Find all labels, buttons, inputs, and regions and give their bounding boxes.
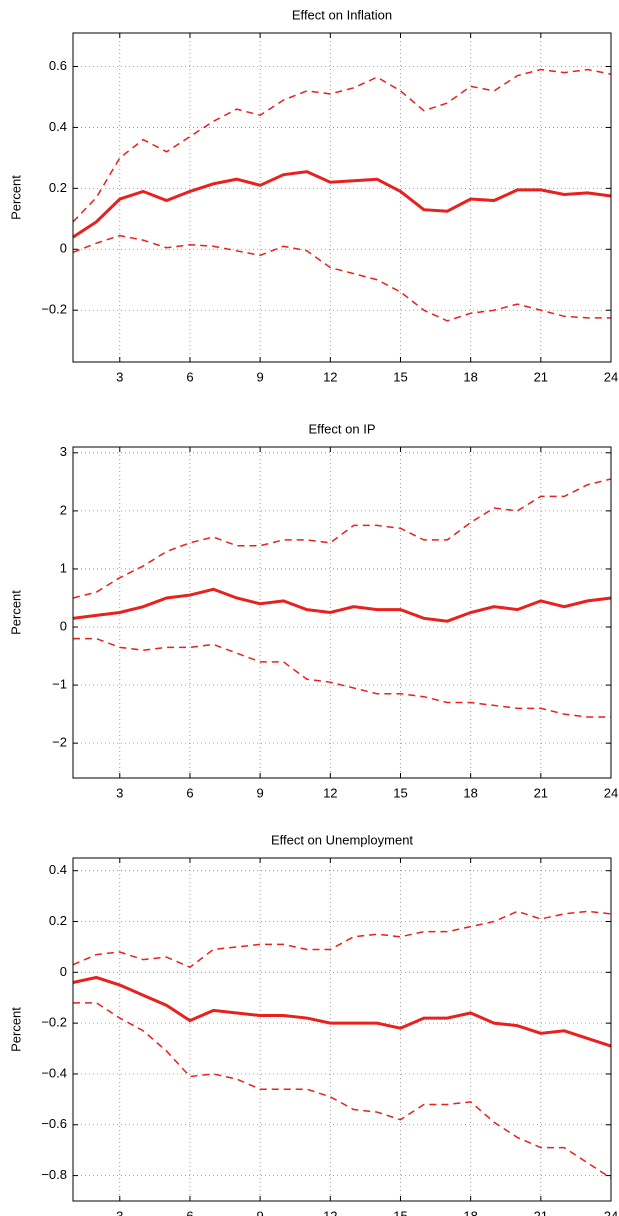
- y-tick-label: −0.2: [41, 302, 67, 317]
- plot-area: [73, 447, 611, 778]
- x-tick-label: 3: [116, 369, 123, 384]
- y-tick-label: 0.2: [49, 913, 67, 928]
- x-tick-label: 6: [186, 785, 193, 800]
- chart-title: Effect on IP: [309, 421, 376, 436]
- band-line: [72, 68, 612, 223]
- band-line: [72, 478, 612, 599]
- y-tick-label: −1: [52, 677, 67, 692]
- y-tick-label: 0.4: [49, 862, 67, 877]
- y-tick-label: −0.2: [41, 1015, 67, 1030]
- x-tick-label: 18: [463, 1208, 477, 1216]
- y-tick-label: 3: [60, 444, 67, 459]
- y-tick-label: 1: [60, 560, 67, 575]
- y-tick-label: −0.6: [41, 1116, 67, 1131]
- y-tick-label: −0.4: [41, 1065, 67, 1080]
- x-tick-label: 18: [463, 369, 477, 384]
- y-axis-label: Percent: [8, 175, 23, 220]
- x-tick-label: 15: [393, 369, 407, 384]
- plot-frame: [72, 446, 612, 779]
- x-tick-label: 12: [323, 369, 337, 384]
- estimate-line: [72, 170, 612, 239]
- chart-title: Effect on Inflation: [292, 7, 392, 22]
- y-tick-label: −2: [52, 735, 67, 750]
- y-tick-label: 0: [60, 241, 67, 256]
- x-tick-label: 15: [393, 1208, 407, 1216]
- x-tick-label: 24: [604, 1208, 618, 1216]
- y-axis-label: Percent: [8, 590, 23, 635]
- estimate-line: [72, 975, 612, 1048]
- y-tick-label: 0: [60, 964, 67, 979]
- band-line: [72, 910, 612, 969]
- x-tick-label: 9: [257, 1208, 264, 1216]
- x-tick-label: 21: [534, 369, 548, 384]
- band-line: [72, 234, 611, 322]
- x-tick-label: 24: [604, 785, 618, 800]
- plot-area: [73, 858, 611, 1201]
- x-tick-label: 12: [323, 1208, 337, 1216]
- y-tick-label: 0.2: [49, 180, 67, 195]
- x-tick-label: 12: [323, 785, 337, 800]
- x-tick-label: 9: [257, 369, 264, 384]
- plot-frame: [72, 857, 612, 1202]
- y-axis-label: Percent: [8, 1007, 23, 1052]
- x-tick-label: 9: [257, 785, 264, 800]
- x-tick-label: 6: [186, 1208, 193, 1216]
- plot-area: [73, 33, 611, 362]
- band-line: [73, 637, 611, 718]
- y-tick-label: 2: [60, 502, 67, 517]
- estimate-line: [72, 587, 612, 623]
- y-tick-label: 0: [60, 618, 67, 633]
- x-tick-label: 21: [534, 785, 548, 800]
- y-tick-label: 0.4: [49, 119, 67, 134]
- chart-title: Effect on Unemployment: [271, 832, 413, 847]
- x-tick-label: 24: [604, 369, 618, 384]
- x-tick-label: 3: [116, 1208, 123, 1216]
- y-tick-label: 0.6: [49, 58, 67, 73]
- x-tick-label: 18: [463, 785, 477, 800]
- y-tick-label: −0.8: [41, 1167, 67, 1182]
- x-tick-label: 3: [116, 785, 123, 800]
- x-tick-label: 6: [186, 369, 193, 384]
- x-tick-label: 21: [534, 1208, 548, 1216]
- band-line: [73, 1002, 612, 1179]
- plot-frame: [72, 32, 612, 363]
- x-tick-label: 15: [393, 785, 407, 800]
